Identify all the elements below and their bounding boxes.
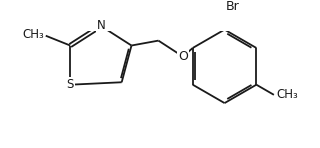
Text: O: O xyxy=(178,50,188,63)
Text: N: N xyxy=(97,19,105,32)
Text: S: S xyxy=(67,78,74,91)
Text: CH₃: CH₃ xyxy=(22,28,44,41)
Text: CH₃: CH₃ xyxy=(276,88,298,101)
Text: Br: Br xyxy=(226,0,240,13)
